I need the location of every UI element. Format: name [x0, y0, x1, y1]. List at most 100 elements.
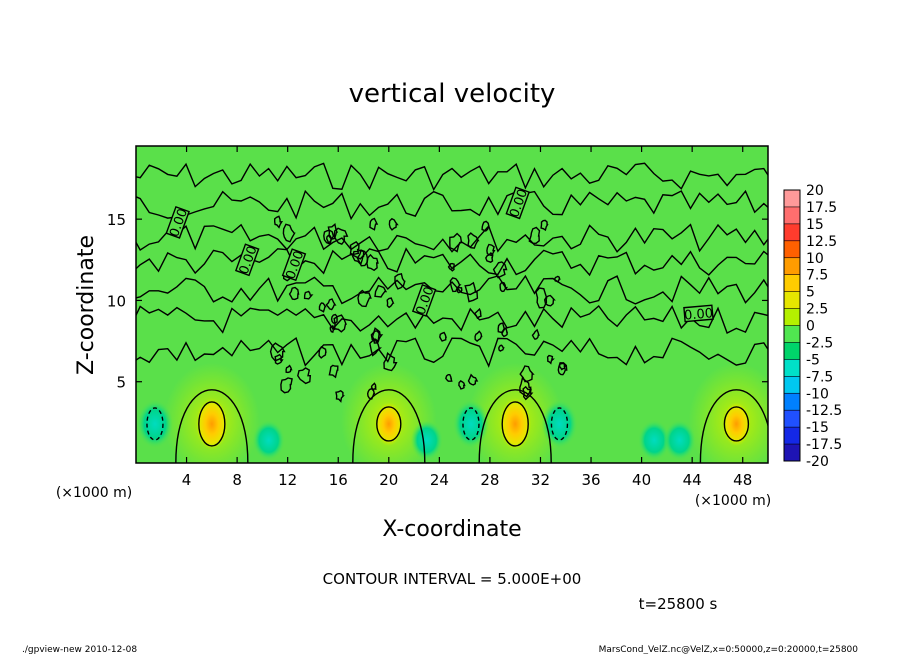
colorbar-band [784, 240, 800, 259]
contour-cell [481, 220, 490, 232]
colorbar-label: 15 [806, 217, 824, 233]
contour-cell [557, 362, 568, 376]
contour-cell [370, 382, 377, 392]
contour-line [136, 223, 768, 253]
contour-line [136, 274, 768, 305]
contour-interval-text: CONTOUR INTERVAL = 5.000E+00 [323, 570, 582, 588]
contour-cell [528, 226, 541, 245]
contour-cell [388, 217, 399, 231]
contour-cell [357, 289, 372, 308]
x-tick-label: 40 [632, 471, 651, 489]
contour-cell [535, 287, 548, 309]
contour-cell [288, 286, 300, 301]
x-tick-label: 4 [182, 471, 192, 489]
contour-cell [456, 286, 463, 294]
colorbar-label: 2.5 [806, 302, 828, 318]
contour-cell [325, 234, 333, 244]
colorbar-band [784, 410, 800, 428]
downdraft-contour [462, 407, 480, 441]
contour-cell [285, 364, 293, 374]
colorbar-label: 0 [806, 319, 815, 335]
x-tick-label: 16 [329, 471, 348, 489]
contour-cell [374, 284, 388, 298]
y-tick-label: 15 [107, 211, 126, 229]
updraft-contour [501, 401, 529, 447]
colorbar-band [784, 359, 800, 377]
contour-cell [351, 249, 365, 266]
footer-right: MarsCond_VelZ.nc@VelZ,x=0:50000,z=0:2000… [599, 645, 859, 654]
contour-cell [445, 374, 453, 382]
colorbar-band [784, 190, 800, 208]
contour-cell [467, 373, 479, 386]
field-layer [136, 362, 768, 463]
contour-cell [531, 328, 540, 341]
contour-cell [497, 322, 507, 334]
contour-cell [369, 217, 379, 231]
contour-cell [447, 262, 455, 272]
contour-cell [280, 377, 293, 394]
contour-cell [303, 290, 314, 300]
contour-layer: 0.000.00 0.000.000.000.00 [136, 162, 768, 463]
updraft-contour [723, 406, 750, 442]
contour-cell [329, 324, 337, 333]
contour-cell [383, 352, 398, 372]
contour-label-bg [683, 304, 714, 323]
x-tick-label: 12 [278, 471, 297, 489]
contour-cell [370, 327, 384, 343]
contour-label: 0.00 [684, 306, 714, 323]
contour-cell [394, 272, 406, 290]
contour-line [136, 336, 768, 368]
contour-label-bg [234, 243, 260, 277]
updraft-core [722, 401, 751, 446]
contour-cell [498, 344, 505, 352]
x-axis: 4 8 12 16 20 24 28 32 36 40 44 48 [182, 146, 752, 489]
contour-label-bg [411, 283, 437, 317]
downdraft-weak [663, 420, 696, 461]
x-tick-label: 28 [480, 471, 499, 489]
y-tick-label: 10 [107, 292, 126, 310]
contour-cell [499, 281, 509, 293]
contour-cell [349, 241, 360, 256]
downdraft-weak [638, 420, 671, 461]
colorbar-label: -7.5 [806, 369, 833, 385]
updraft-outer-contour [699, 389, 768, 463]
contour-cell [318, 345, 327, 359]
colorbar-label: 12.5 [806, 234, 837, 250]
colorbar-band [784, 257, 800, 276]
colorbar-band [784, 342, 800, 360]
contour-line [136, 189, 768, 221]
contour-cell [269, 342, 286, 362]
updraft-contour [198, 401, 226, 447]
contour-cell [439, 331, 447, 342]
contour-cell [464, 281, 479, 303]
footer-left: ./gpview-new 2010-12-08 [22, 645, 137, 654]
contour-cell [327, 223, 339, 240]
contour-label-bg [281, 248, 307, 282]
colorbar-band [784, 427, 800, 445]
colorbar-band [784, 206, 800, 225]
colorbar-label: 20 [806, 183, 824, 199]
x-tick-label: 36 [581, 471, 600, 489]
x-tick-label: 44 [683, 471, 702, 489]
contour-cell [540, 219, 549, 232]
updraft-core [499, 397, 532, 450]
downdraft-weak [410, 420, 443, 461]
updraft-outer-contour [352, 389, 426, 463]
x-unit-note: (×1000 m) [695, 493, 771, 509]
downdraft-core [541, 399, 578, 448]
contour-cell [449, 232, 463, 253]
x-tick-label: 8 [232, 471, 242, 489]
y-axis: 5 10 15 [107, 211, 768, 392]
colorbar-label: -5 [806, 352, 820, 368]
contour-cell [335, 389, 345, 403]
colorbar-label: -2.5 [806, 335, 833, 351]
colorbar-label: 5 [806, 285, 815, 301]
downdraft-contour [146, 407, 164, 441]
contour-cell [486, 243, 496, 257]
contour-cell [473, 307, 482, 320]
contour-line [136, 304, 768, 334]
contour-line [136, 247, 768, 277]
contour-cell [282, 223, 296, 243]
updraft-core [374, 401, 403, 446]
contour-cell [492, 261, 508, 279]
